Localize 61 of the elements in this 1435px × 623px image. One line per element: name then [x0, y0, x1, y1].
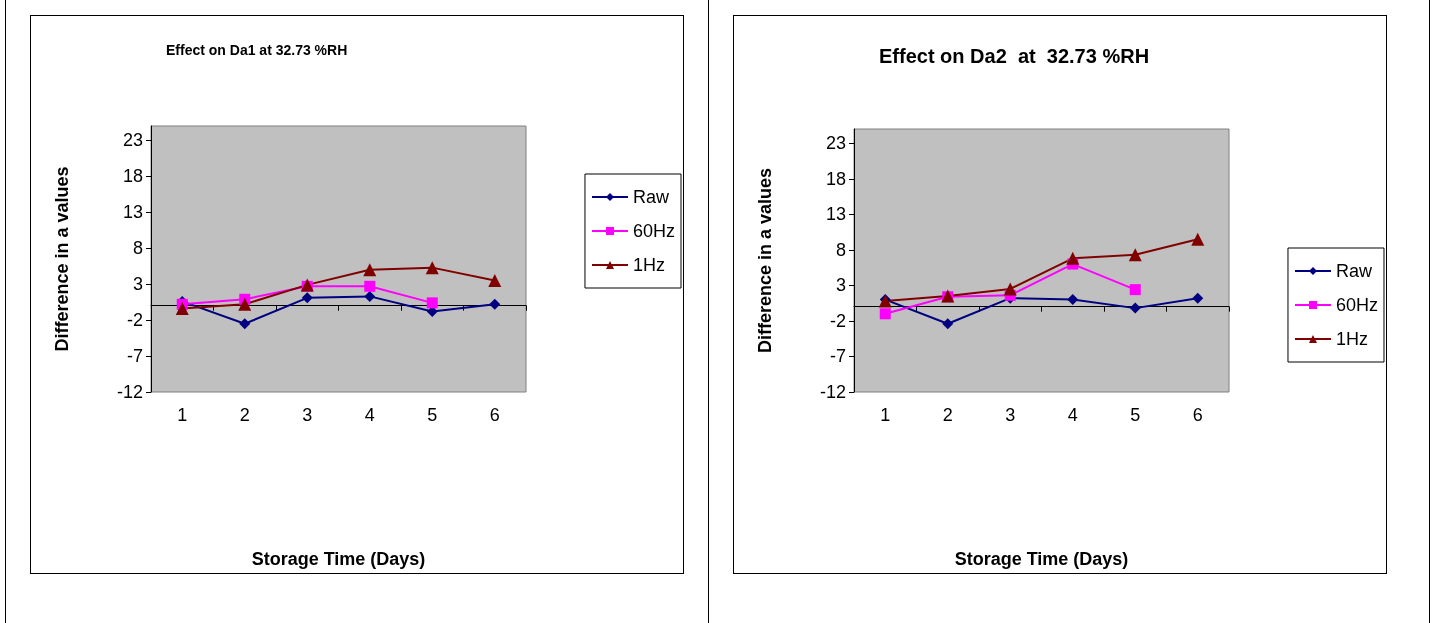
- x-tick-label: 2: [942, 405, 953, 425]
- x-tick-label: 1: [177, 405, 188, 425]
- chart-title: Effect on Da2 at 32.73 %RH: [879, 45, 1150, 67]
- point: [1067, 294, 1079, 306]
- point: [364, 290, 376, 302]
- x-axis-title: Storage Time (Days): [251, 549, 426, 569]
- point: [363, 263, 377, 277]
- point: [426, 297, 438, 309]
- y-tick-label: 13: [122, 202, 143, 223]
- y-tick-label: 18: [825, 168, 846, 189]
- y-tick-label: 3: [132, 274, 143, 295]
- point: [1191, 232, 1205, 246]
- point: [364, 280, 376, 292]
- legend-label: 1Hz: [632, 255, 665, 275]
- y-tick-label: -12: [819, 382, 846, 402]
- y-tick-label: 8: [835, 239, 846, 260]
- y-tick-label: 3: [835, 275, 846, 296]
- y-axis-title: Difference in a values: [52, 166, 72, 352]
- y-tick-label: -7: [126, 346, 143, 367]
- y-tick-label: -7: [829, 346, 846, 367]
- x-axis-title: Storage Time (Days): [954, 549, 1129, 569]
- y-tick-label: 23: [825, 133, 846, 154]
- point: [175, 302, 189, 316]
- point: [425, 261, 439, 275]
- point: [1066, 251, 1080, 265]
- chart-title: Effect on Da1 at 32.73 %RH: [166, 42, 348, 58]
- y-axis-title: Difference in a values: [755, 167, 775, 354]
- point: [301, 292, 313, 304]
- x-tick-label: 3: [1005, 405, 1016, 425]
- y-tick-label: 18: [122, 166, 143, 187]
- point: [879, 308, 891, 320]
- point: [1003, 282, 1017, 296]
- point: [238, 297, 252, 311]
- legend-label: 1Hz: [1335, 329, 1368, 349]
- x-tick-label: 4: [364, 405, 375, 425]
- y-tick-label: -12: [116, 382, 143, 402]
- x-tick-label: 5: [427, 405, 438, 425]
- point: [942, 318, 954, 330]
- x-tick-label: 4: [1067, 405, 1078, 425]
- y-tick-label: 8: [132, 238, 143, 259]
- x-tick-label: 5: [1130, 405, 1141, 425]
- point: [489, 298, 501, 310]
- x-tick-label: 2: [239, 405, 250, 425]
- point: [1129, 302, 1141, 314]
- point: [1192, 292, 1204, 304]
- y-tick-label: 23: [122, 130, 143, 151]
- legend-label: 60Hz: [632, 221, 676, 241]
- y-tick-label: -2: [829, 310, 846, 331]
- legend-label: Raw: [1335, 261, 1373, 281]
- y-tick-label: 13: [825, 204, 846, 225]
- legend-label: 60Hz: [1335, 295, 1379, 315]
- x-tick-label: 6: [1192, 405, 1203, 425]
- point: [239, 318, 251, 330]
- x-tick-label: 6: [489, 405, 500, 425]
- x-tick-label: 3: [302, 405, 313, 425]
- point: [1129, 284, 1141, 296]
- legend-label: Raw: [632, 187, 670, 207]
- point: [488, 274, 502, 288]
- y-tick-label: -2: [126, 310, 143, 331]
- point: [1128, 248, 1142, 262]
- x-tick-label: 1: [880, 405, 891, 425]
